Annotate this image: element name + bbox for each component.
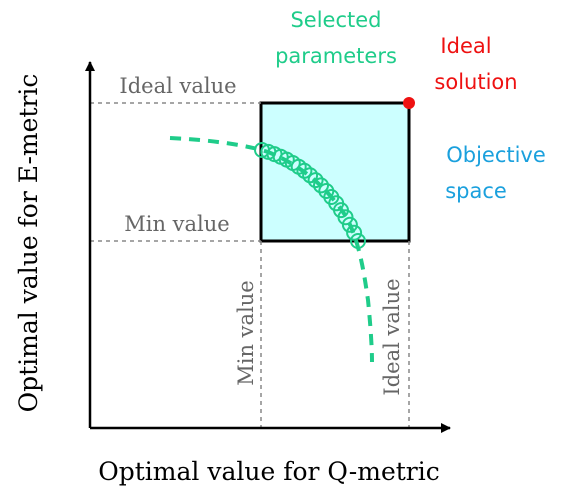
x-min-value-label: Min value — [234, 280, 258, 385]
ideal-solution-label-line2: solution — [434, 70, 517, 94]
x-axis-label: Optimal value for Q-metric — [98, 457, 440, 486]
guide-lines — [90, 102, 410, 428]
objective-space-label-line2: space — [445, 179, 507, 203]
ideal-solution-point — [403, 97, 415, 109]
selected-parameter-marker — [346, 224, 363, 241]
y-axis-label: Optimal value for E-metric — [14, 74, 43, 413]
selected-parameter-marker — [313, 177, 329, 194]
selected-parameter-marker — [350, 233, 366, 249]
selected-parameters-label-line1: Selected — [290, 8, 381, 32]
selected-parameter-marker — [337, 209, 354, 226]
y-ideal-value-label: Ideal value — [119, 74, 236, 98]
y-min-value-label: Min value — [124, 212, 229, 236]
selected-parameter-marker — [307, 172, 324, 189]
selected-parameters-label-line2: parameters — [275, 44, 397, 68]
objective-space-label-line1: Objective — [446, 143, 546, 167]
selected-parameter-marker — [302, 167, 319, 184]
ideal-solution-label-line1: Ideal — [440, 34, 491, 58]
x-ideal-value-label: Ideal value — [380, 278, 404, 395]
selected-parameter-markers — [254, 142, 366, 249]
objective-space-box — [259, 101, 411, 243]
selected-parameter-marker — [341, 216, 358, 233]
